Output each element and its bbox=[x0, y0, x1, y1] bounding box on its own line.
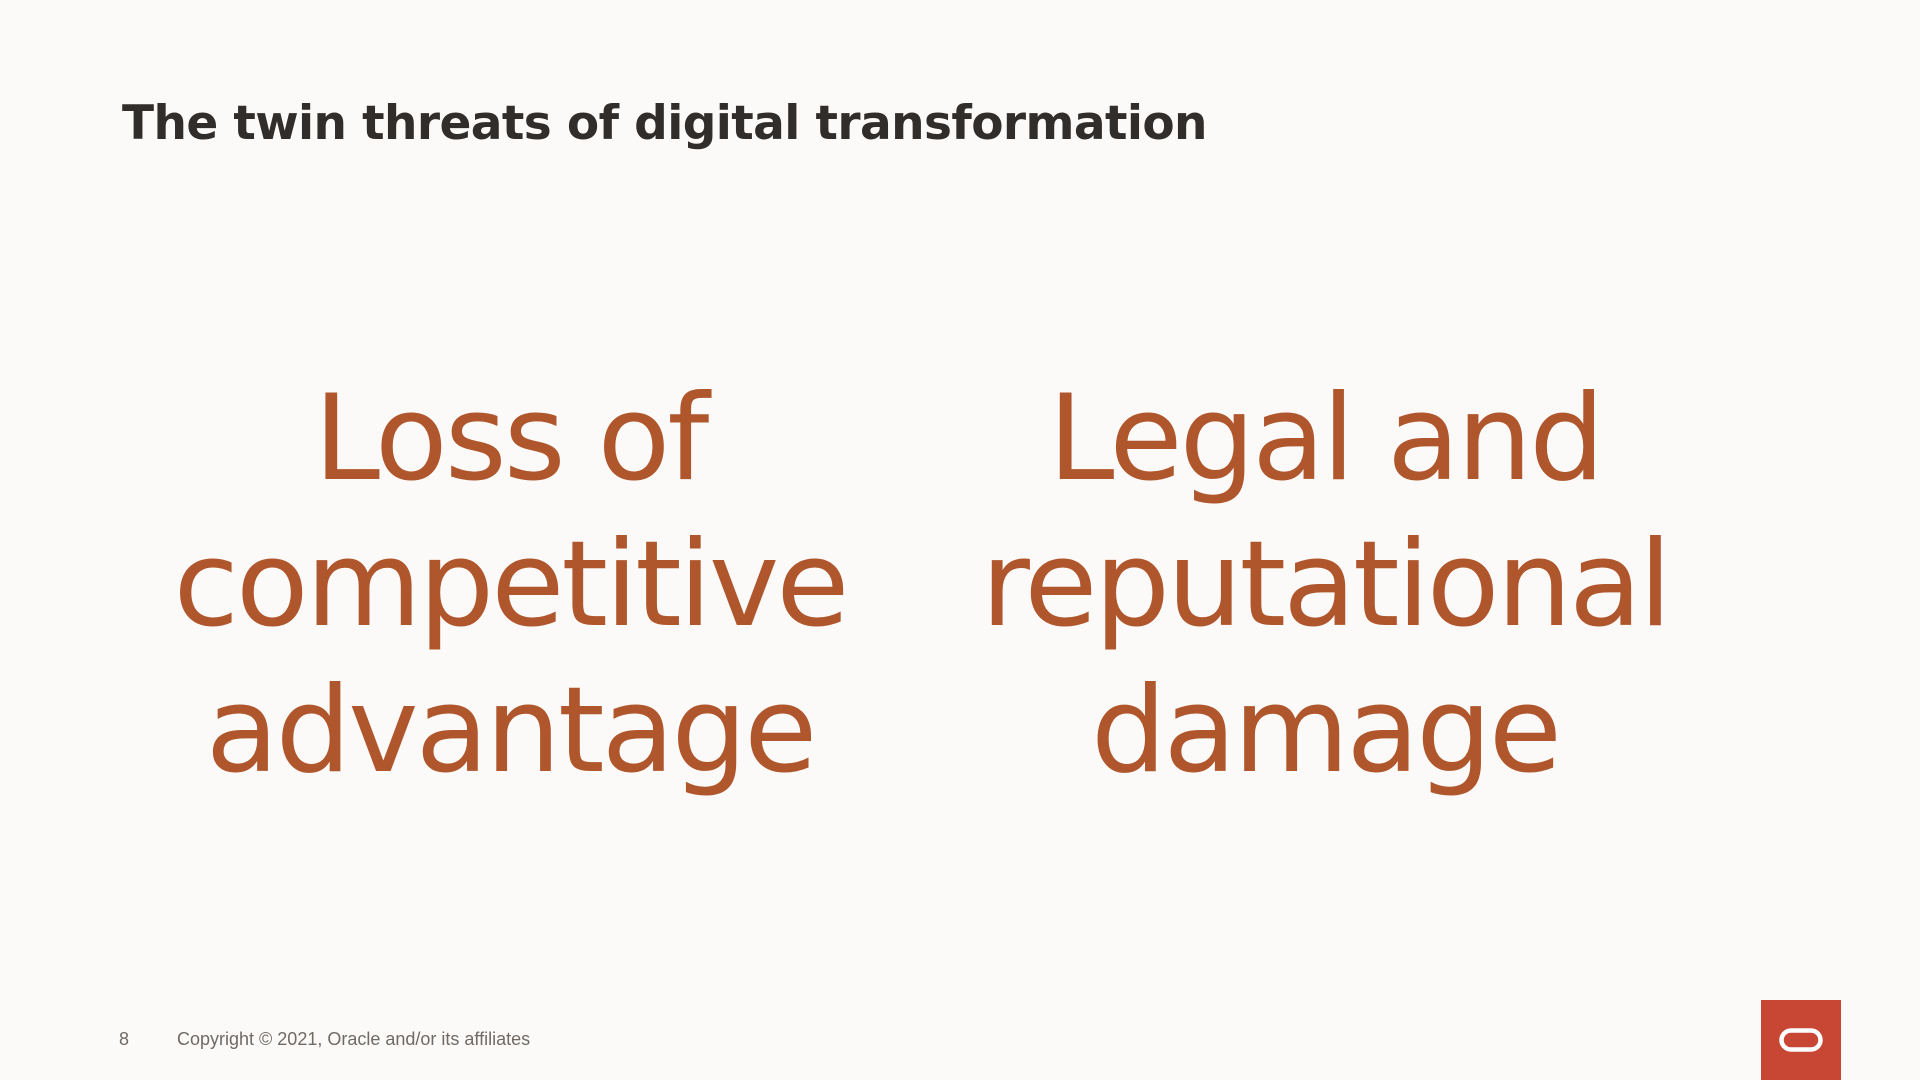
threat-line: damage bbox=[1090, 662, 1562, 800]
threat-legal-reputational: Legal and reputational damage bbox=[925, 366, 1725, 804]
page-number: 8 bbox=[119, 1029, 130, 1049]
oracle-logo-icon bbox=[1761, 1000, 1841, 1080]
threat-line: Legal and bbox=[1048, 370, 1605, 508]
copyright-notice: Copyright © 2021, Oracle and/or its affi… bbox=[177, 1029, 531, 1049]
threat-line: competitive bbox=[173, 516, 850, 654]
threat-line: Loss of bbox=[313, 370, 710, 508]
threat-competitive-advantage: Loss of competitive advantage bbox=[130, 366, 890, 804]
threat-line: reputational bbox=[981, 516, 1672, 654]
oracle-logo-glyph bbox=[1779, 1028, 1823, 1052]
threat-line: advantage bbox=[205, 662, 818, 800]
slide-title: The twin threats of digital transformati… bbox=[122, 96, 1207, 151]
